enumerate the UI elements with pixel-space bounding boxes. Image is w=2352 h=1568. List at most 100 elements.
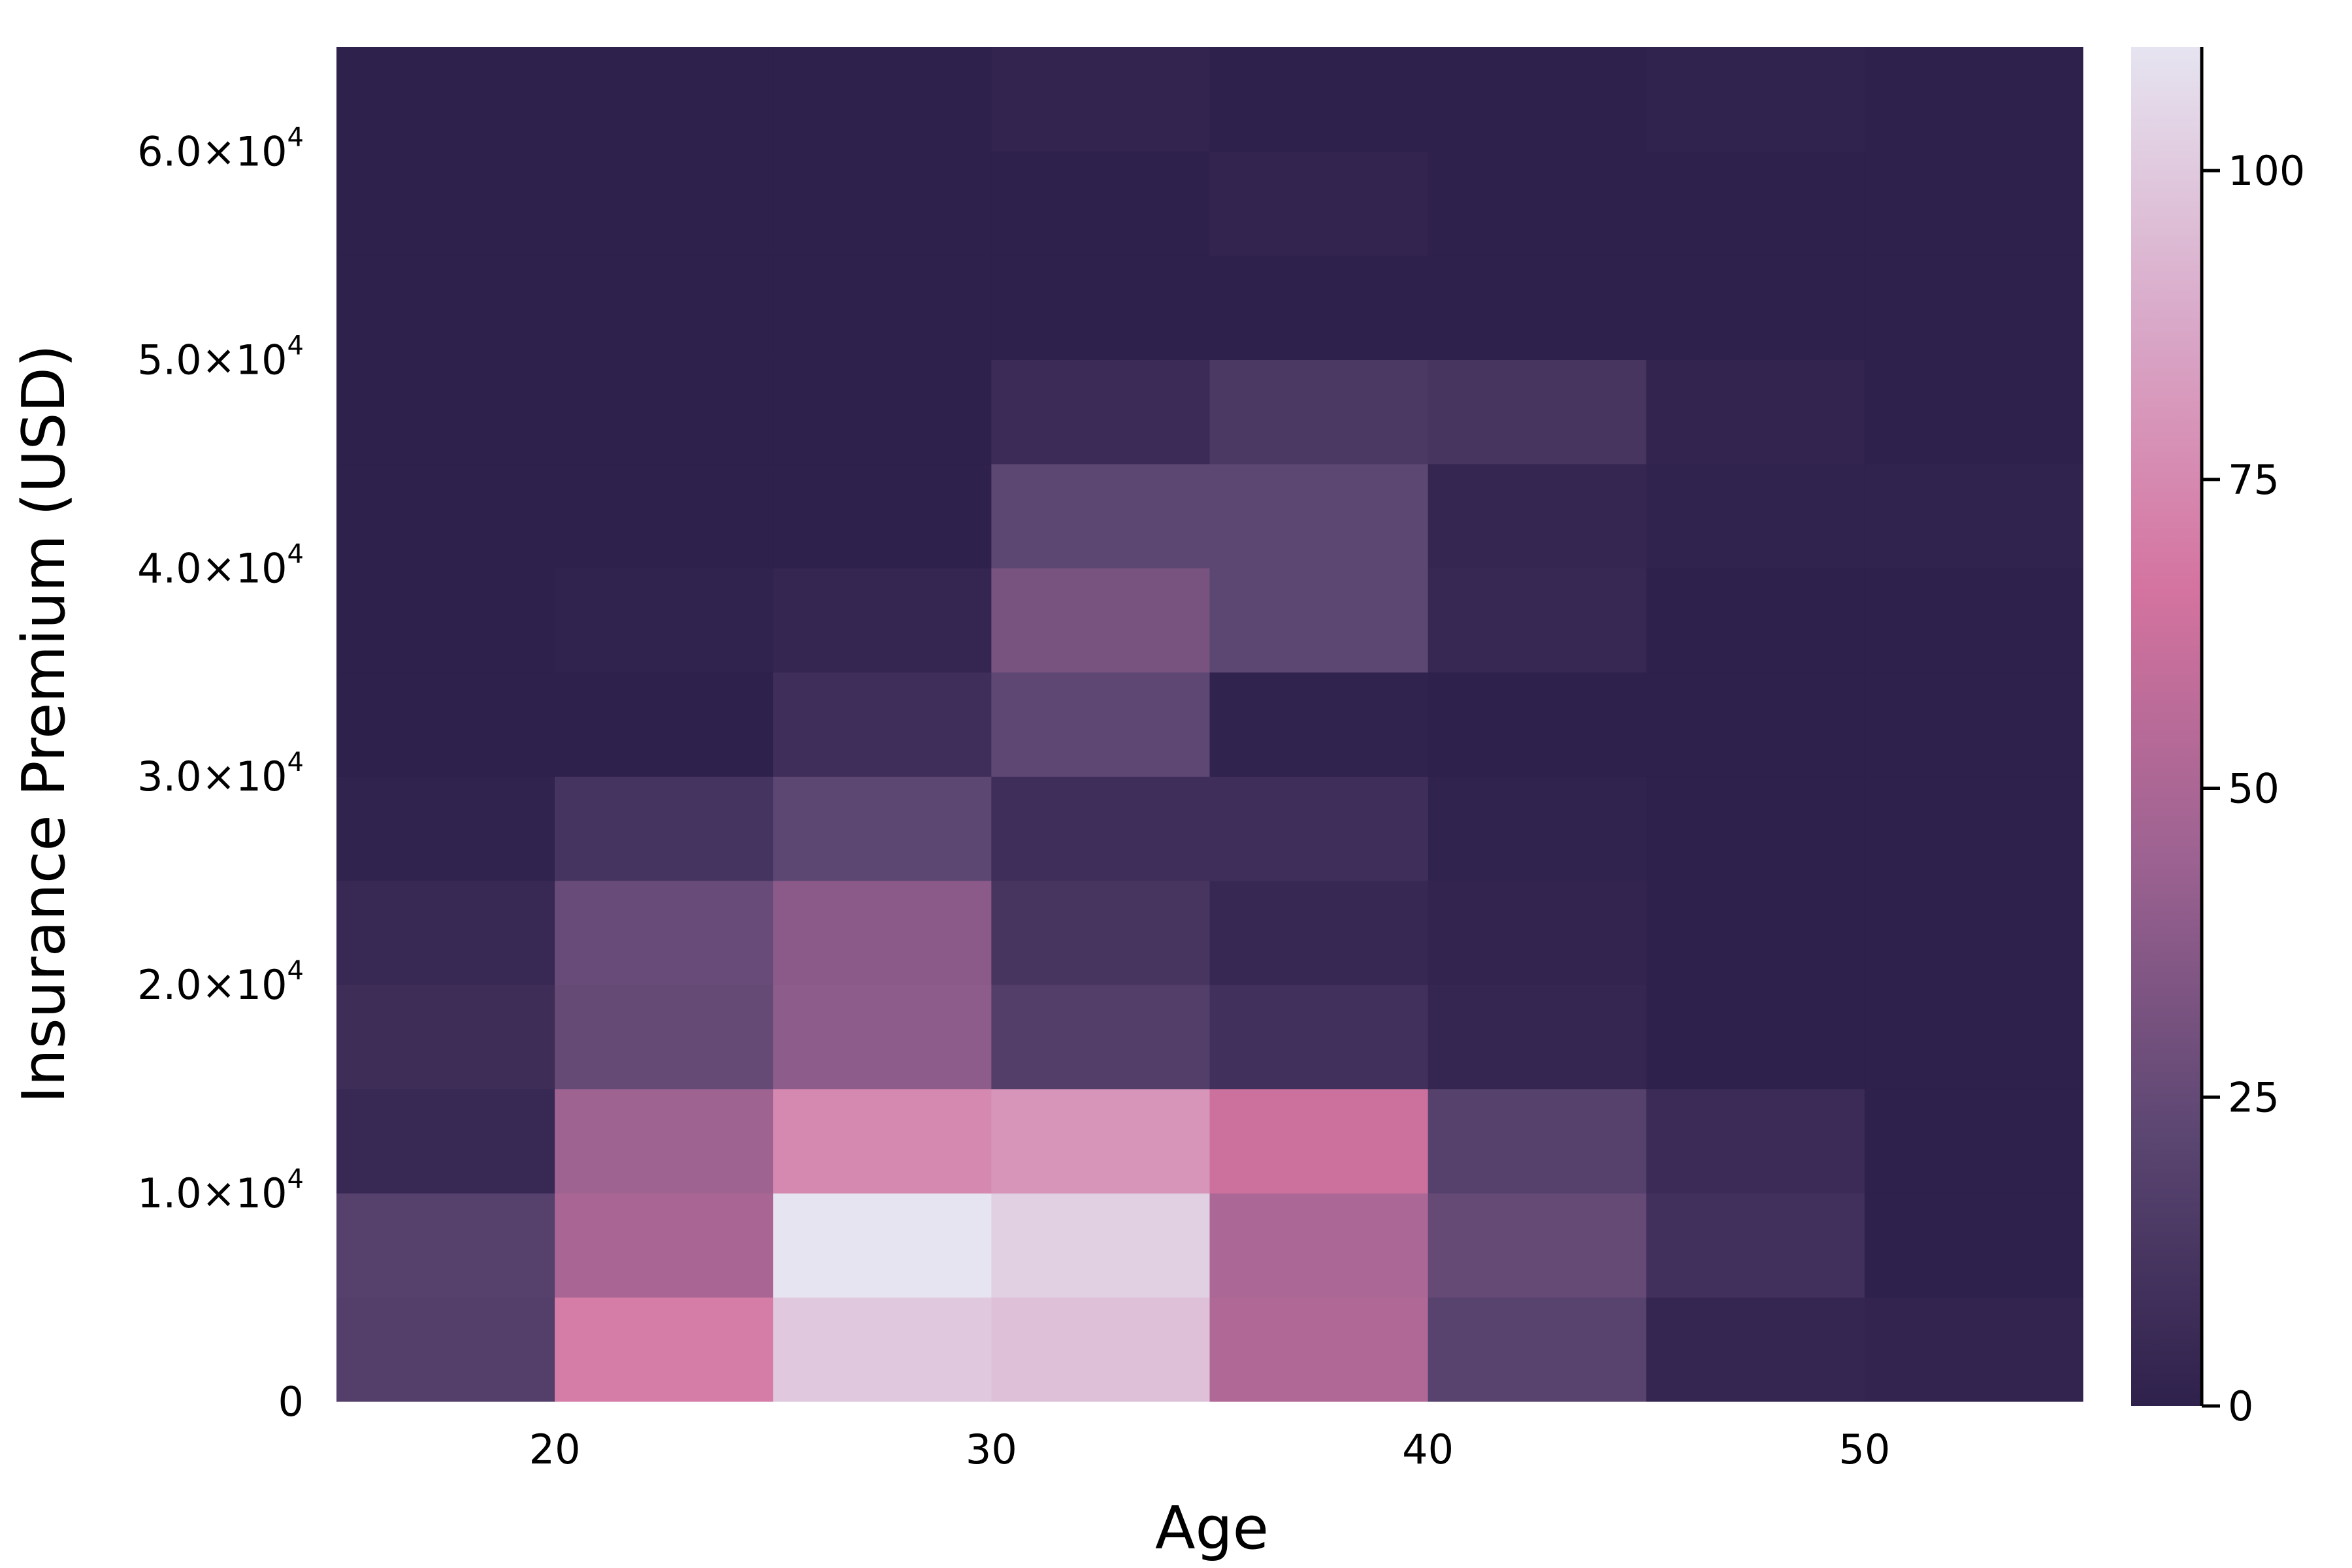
heatmap-cell — [991, 1088, 1211, 1194]
heatmap-cell — [1864, 463, 2083, 568]
heatmap-cell — [555, 568, 774, 673]
heatmap-cell — [1646, 255, 1865, 360]
heatmap-cell — [336, 47, 555, 152]
colorbar-tick-label: 0 — [2228, 1382, 2253, 1430]
heatmap-cell — [1646, 1193, 1865, 1298]
heatmap-cell — [555, 1088, 774, 1194]
colorbar-tick-label: 25 — [2228, 1073, 2279, 1121]
heatmap-cell — [773, 880, 992, 985]
heatmap-cell — [1209, 151, 1429, 256]
heatmap-cell — [1646, 1297, 1865, 1402]
heatmap-cell — [1646, 463, 1865, 568]
heatmap-cell — [991, 985, 1211, 1090]
y-tick-label: 1.0×104 — [137, 1164, 304, 1217]
heatmap-cell — [1209, 568, 1429, 673]
heatmap-cell — [991, 47, 1211, 152]
x-tick-label: 30 — [966, 1426, 1017, 1473]
heatmap-cell — [555, 463, 774, 568]
heatmap-cell — [1864, 47, 2083, 152]
heatmap-cell — [336, 880, 555, 985]
heatmap-cell — [1209, 672, 1429, 777]
heatmap-cell — [773, 1297, 992, 1402]
heatmap-cell — [1646, 151, 1865, 256]
heatmap-cell — [1209, 1297, 1429, 1402]
heatmap-cell — [336, 1297, 555, 1402]
heatmap-cell — [1864, 1088, 2083, 1194]
heatmap-cell — [336, 463, 555, 568]
colorbar — [2131, 47, 2202, 1406]
heatmap-cell — [1209, 1193, 1429, 1298]
heatmap-cell — [1646, 568, 1865, 673]
y-tick-label: 2.0×104 — [137, 956, 304, 1009]
heatmap-cell — [1209, 985, 1429, 1090]
heatmap-cells — [336, 47, 2083, 1402]
heatmap-cell — [1864, 255, 2083, 360]
heatmap-cell — [555, 255, 774, 360]
heatmap-cell — [1864, 1193, 2083, 1298]
heatmap-cell — [1428, 1297, 1647, 1402]
heatmap-cell — [1864, 776, 2083, 881]
heatmap-cell — [1646, 47, 1865, 152]
heatmap-cell — [336, 985, 555, 1090]
heatmap-cell — [1209, 47, 1429, 152]
heatmap-cell — [1864, 151, 2083, 256]
heatmap-cell — [991, 672, 1211, 777]
heatmap-cell — [773, 151, 992, 256]
heatmap-cell — [991, 1193, 1211, 1298]
heatmap-cell — [1428, 359, 1647, 465]
heatmap-cell — [773, 255, 992, 360]
heatmap-cell — [336, 255, 555, 360]
heatmap-cell — [555, 672, 774, 777]
heatmap-cell — [1209, 463, 1429, 568]
heatmap-cell — [1864, 672, 2083, 777]
heatmap-cell — [1209, 776, 1429, 881]
heatmap-cell — [555, 880, 774, 985]
x-axis-ticks: 20 30 40 50 — [529, 1426, 1891, 1473]
heatmap-cell — [555, 47, 774, 152]
heatmap-cell — [1428, 463, 1647, 568]
heatmap-cell — [336, 1193, 555, 1298]
heatmap-cell — [1646, 672, 1865, 777]
heatmap-cell — [773, 672, 992, 777]
heatmap-cell — [773, 1193, 992, 1298]
y-tick-label: 3.0×104 — [137, 747, 304, 800]
y-tick-label: 5.0×104 — [137, 331, 304, 384]
heatmap-cell — [336, 151, 555, 256]
heatmap-cell — [555, 151, 774, 256]
heatmap-cell — [773, 47, 992, 152]
heatmap-cell — [336, 359, 555, 465]
heatmap-cell — [1209, 255, 1429, 360]
heatmap-cell — [1428, 255, 1647, 360]
heatmap-cell — [1428, 1193, 1647, 1298]
heatmap-cell — [1428, 880, 1647, 985]
heatmap-cell — [555, 1297, 774, 1402]
heatmap-cell — [1428, 568, 1647, 673]
heatmap-cell — [1646, 880, 1865, 985]
heatmap-cell — [1209, 880, 1429, 985]
colorbar-ticks: 0 25 50 75 100 — [2202, 147, 2305, 1430]
heatmap-cell — [773, 359, 992, 465]
heatmap-cell — [336, 776, 555, 881]
heatmap-cell — [991, 776, 1211, 881]
y-axis-ticks: 0 1.0×104 2.0×104 3.0×104 4.0×104 5.0×104 6.0×… — [137, 122, 304, 1426]
heatmap-cell — [991, 880, 1211, 985]
heatmap-cell — [1864, 568, 2083, 673]
heatmap-cell — [1864, 359, 2083, 465]
heatmap-cell — [773, 568, 992, 673]
heatmap-cell — [773, 776, 992, 881]
y-tick-label: 0 — [278, 1378, 304, 1426]
heatmap-cell — [773, 463, 992, 568]
y-tick-label: 6.0×104 — [137, 122, 304, 175]
heatmap-cell — [991, 568, 1211, 673]
heatmap-cell — [336, 672, 555, 777]
heatmap-cell — [1646, 1088, 1865, 1194]
colorbar-tick-label: 50 — [2228, 765, 2279, 813]
heatmap-cell — [1428, 776, 1647, 881]
heatmap-cell — [555, 359, 774, 465]
heatmap-cell — [1864, 985, 2083, 1090]
heatmap-cell — [991, 359, 1211, 465]
heatmap-cell — [1209, 359, 1429, 465]
colorbar-tick-label: 75 — [2228, 456, 2279, 504]
heatmap-cell — [1646, 985, 1865, 1090]
